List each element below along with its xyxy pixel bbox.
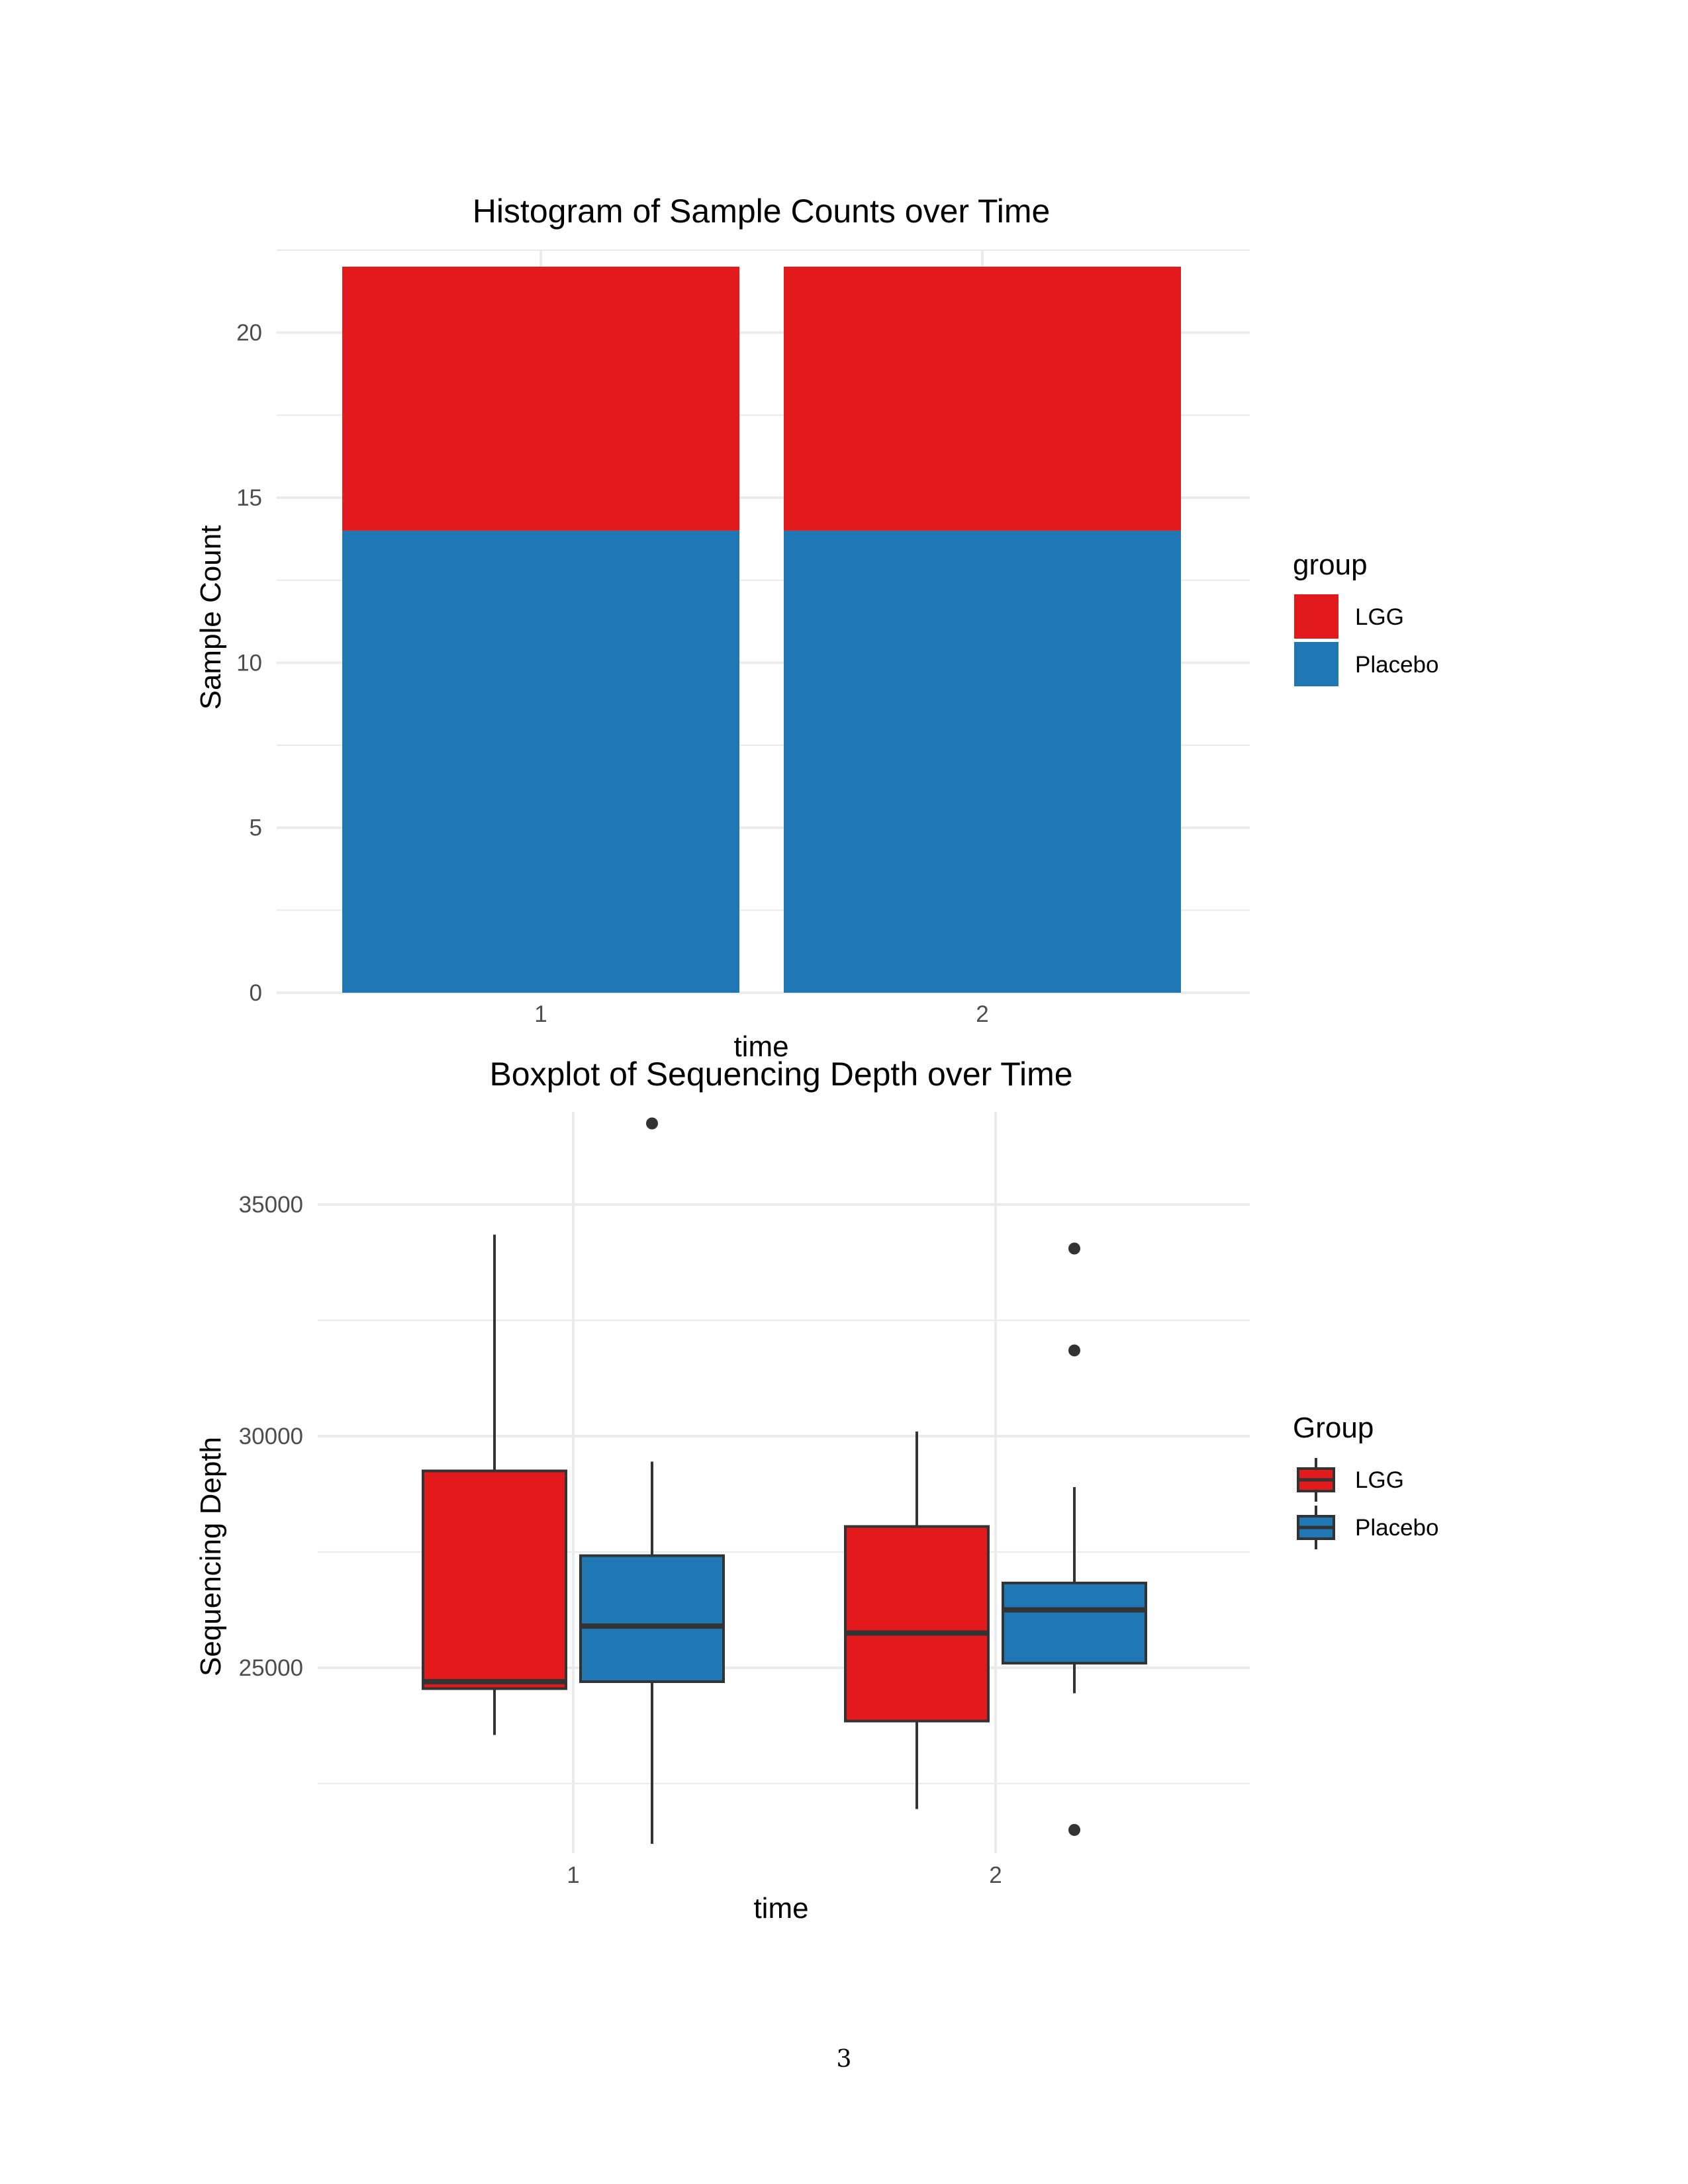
- histogram-y-tick-label: 15: [236, 485, 262, 511]
- outlier-point: [1068, 1344, 1080, 1357]
- boxplot-legend-key-lgg: [1297, 1458, 1335, 1502]
- histogram-y-tick-label: 5: [250, 815, 262, 841]
- boxplot-legend-key-placebo: [1297, 1506, 1335, 1549]
- histogram-legend-label-placebo: Placebo: [1355, 652, 1438, 678]
- histogram-legend-label-lgg: LGG: [1355, 604, 1404, 630]
- bar-lgg-time-1: [342, 266, 739, 531]
- boxplot-y-axis-title: Sequencing Depth: [195, 1437, 227, 1676]
- box-body: [844, 1525, 990, 1723]
- histogram-bars: [342, 266, 1181, 993]
- bar-placebo-time-2: [784, 530, 1181, 993]
- outlier-point: [1068, 1242, 1080, 1255]
- outlier-point: [1068, 1824, 1080, 1836]
- boxplot-x-axis-title: time: [753, 1892, 808, 1925]
- histogram-legend: group LGG Placebo: [1293, 549, 1438, 686]
- boxplot-y-tick-labels: 25000 30000 35000: [239, 1192, 303, 1681]
- outlier-point: [646, 1117, 658, 1130]
- histogram-y-tick-label: 10: [236, 650, 262, 676]
- boxplot-legend: Group LGG Placebo: [1293, 1412, 1438, 1549]
- box-lgg-time-1: [422, 1234, 567, 1735]
- boxplot-y-tick-label: 30000: [239, 1424, 303, 1449]
- boxplot-legend-title: Group: [1293, 1412, 1374, 1444]
- histogram-legend-swatch-placebo: [1294, 642, 1338, 686]
- box-placebo-time-2: [1002, 1242, 1147, 1836]
- histogram-y-axis-title: Sample Count: [195, 525, 227, 710]
- boxplot-legend-label-lgg: LGG: [1355, 1467, 1404, 1493]
- histogram-x-tick-label: 1: [534, 1001, 547, 1027]
- box-lgg-time-2: [844, 1432, 990, 1809]
- boxplot-title: Boxplot of Sequencing Depth over Time: [489, 1056, 1072, 1093]
- box-body: [422, 1469, 567, 1690]
- box-body: [579, 1554, 725, 1684]
- histogram-y-tick-labels: 0 5 10 15 20: [236, 320, 262, 1006]
- bar-lgg-time-2: [784, 266, 1181, 531]
- histogram-legend-title: group: [1293, 549, 1368, 581]
- boxplot-boxes: [422, 1117, 1147, 1844]
- histogram-legend-swatch-lgg: [1294, 594, 1338, 639]
- boxplot-y-tick-label: 35000: [239, 1192, 303, 1218]
- boxplot-legend-label-placebo: Placebo: [1355, 1515, 1438, 1541]
- boxplot-y-tick-label: 25000: [239, 1655, 303, 1681]
- histogram-x-axis-title: time: [733, 1030, 788, 1063]
- boxplot-x-tick-label: 1: [567, 1862, 579, 1888]
- histogram-title: Histogram of Sample Counts over Time: [473, 193, 1051, 230]
- page-number: 3: [837, 2046, 852, 2073]
- histogram-x-tick-label: 2: [976, 1001, 988, 1027]
- boxplot-x-tick-label: 2: [989, 1862, 1002, 1888]
- box-placebo-time-1: [579, 1117, 725, 1844]
- bar-placebo-time-1: [342, 530, 739, 993]
- histogram-y-tick-label: 20: [236, 320, 262, 346]
- box-body: [1002, 1581, 1147, 1664]
- histogram-y-tick-label: 0: [250, 980, 262, 1006]
